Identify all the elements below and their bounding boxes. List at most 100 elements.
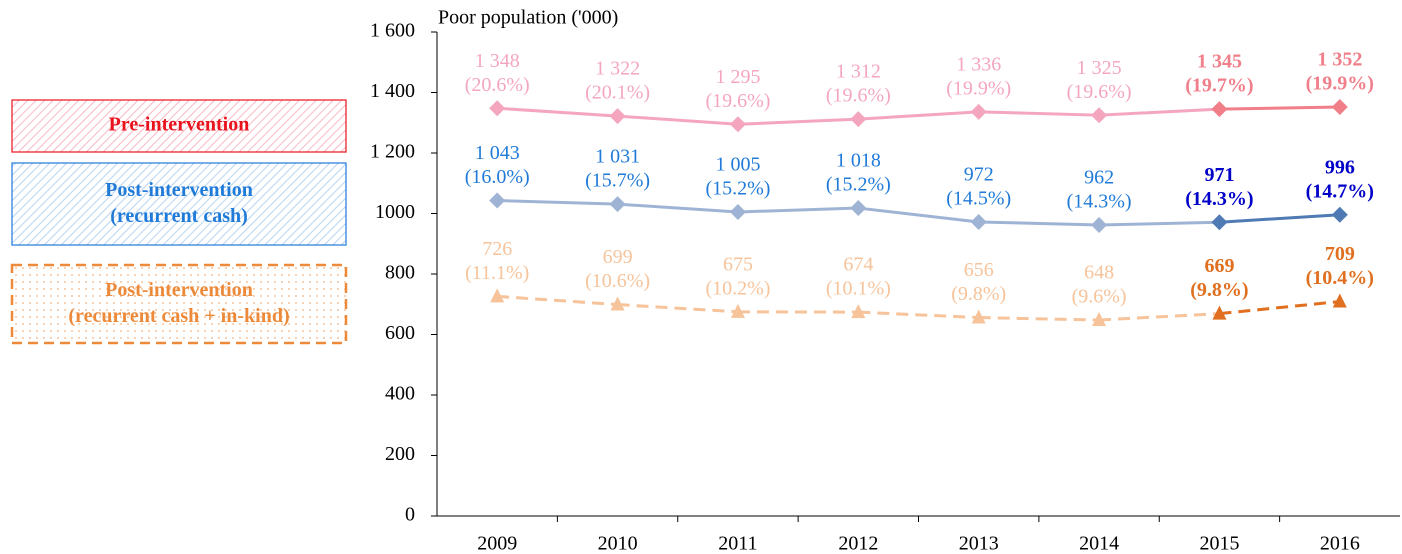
share-label: (10.1%) (826, 278, 891, 300)
value-label: 709 (1325, 243, 1355, 265)
marker (971, 309, 986, 324)
marker (970, 103, 987, 120)
share-label: (9.6%) (1072, 286, 1127, 308)
legend-label: Pre-intervention (109, 114, 250, 136)
share-label: (20.1%) (585, 82, 650, 104)
line-segment (1219, 300, 1340, 316)
y-tick-label: 1 200 (370, 141, 415, 163)
marker (1211, 214, 1228, 231)
share-label: (19.7%) (1185, 75, 1253, 97)
value-label: 1 312 (836, 61, 881, 83)
value-label: 648 (1084, 262, 1114, 284)
x-tick-label: 2016 (1320, 533, 1360, 554)
marker (489, 192, 506, 209)
line-segment (1099, 220, 1220, 227)
share-label: (14.7%) (1306, 180, 1374, 202)
marker (850, 111, 867, 128)
line-segment (858, 206, 979, 224)
value-label: 971 (1204, 164, 1234, 186)
legend-box (11, 162, 347, 246)
value-label: 1 043 (475, 142, 520, 164)
value-label: 1 336 (956, 53, 1001, 75)
value-label: 1 348 (475, 50, 520, 72)
line-segment (617, 114, 739, 126)
marker (609, 108, 626, 125)
value-label: 699 (603, 246, 633, 268)
value-label: 674 (843, 254, 873, 276)
line-segment (737, 206, 859, 214)
marker (729, 203, 746, 220)
marker (1211, 101, 1228, 118)
x-tick-label: 2013 (959, 533, 999, 554)
share-label: (19.6%) (1067, 81, 1132, 103)
marker (850, 200, 867, 217)
marker (851, 304, 866, 319)
line-segment (978, 220, 1100, 227)
share-label: (15.7%) (585, 170, 650, 192)
share-label: (15.2%) (826, 174, 891, 196)
x-tick-label: 2012 (838, 533, 878, 554)
value-label: 1 352 (1317, 49, 1362, 71)
line-segment (497, 106, 618, 118)
line-segment (737, 117, 859, 126)
share-label: (9.8%) (1190, 279, 1248, 301)
share-label: (9.8%) (951, 283, 1006, 305)
line-segment (1098, 312, 1220, 322)
value-label: 996 (1325, 156, 1355, 178)
line-segment (617, 202, 739, 214)
share-label: (19.6%) (705, 90, 770, 112)
share-label: (20.6%) (465, 74, 530, 96)
marker (1091, 107, 1108, 124)
y-tick-label: 400 (385, 383, 415, 405)
share-label: (10.2%) (705, 277, 770, 299)
value-label: 1 018 (836, 150, 881, 172)
x-tick-label: 2015 (1199, 533, 1239, 554)
y-tick-label: 1000 (375, 201, 415, 223)
y-tick-label: 0 (405, 504, 415, 526)
line-segment (1219, 213, 1340, 224)
marker (1212, 305, 1227, 320)
x-tick-label: 2011 (718, 533, 757, 554)
y-tick-label: 1 400 (370, 80, 415, 102)
value-label: 962 (1084, 167, 1114, 189)
marker (1331, 99, 1348, 116)
line-segment (858, 310, 979, 320)
marker (1332, 293, 1347, 308)
marker (610, 296, 625, 311)
marker (1091, 216, 1108, 233)
value-label: 972 (964, 164, 994, 186)
share-label: (14.3%) (1067, 191, 1132, 213)
value-label: 656 (964, 259, 994, 281)
legend-box (11, 99, 347, 153)
share-label: (10.4%) (1306, 267, 1374, 289)
marker (609, 196, 626, 213)
y-axis-title: Poor population ('000) (438, 7, 618, 29)
legend-label: Post-intervention (recurrent cash) (105, 179, 253, 227)
value-label: 1 295 (715, 66, 760, 88)
share-label: (19.6%) (826, 85, 891, 107)
share-label: (11.1%) (465, 262, 529, 284)
marker (970, 213, 987, 230)
value-label: 1 322 (595, 58, 640, 80)
marker (490, 288, 505, 303)
value-label: 675 (723, 253, 753, 275)
value-label: 726 (482, 238, 512, 260)
share-label: (14.5%) (946, 188, 1011, 210)
share-label: (14.3%) (1185, 188, 1253, 210)
marker (729, 116, 746, 133)
y-tick-label: 800 (385, 262, 415, 284)
value-label: 1 345 (1197, 51, 1242, 73)
share-label: (10.6%) (585, 270, 650, 292)
value-label: 669 (1204, 255, 1234, 277)
value-label: 1 031 (595, 146, 640, 168)
x-tick-label: 2014 (1079, 533, 1119, 554)
line-segment (617, 303, 739, 314)
share-label: (16.0%) (465, 166, 530, 188)
line-segment (1219, 105, 1340, 111)
x-tick-label: 2010 (598, 533, 638, 554)
line-segment (978, 316, 1100, 322)
value-label: 1 005 (715, 154, 760, 176)
legend-box (10, 263, 348, 345)
line-segment (497, 198, 618, 206)
